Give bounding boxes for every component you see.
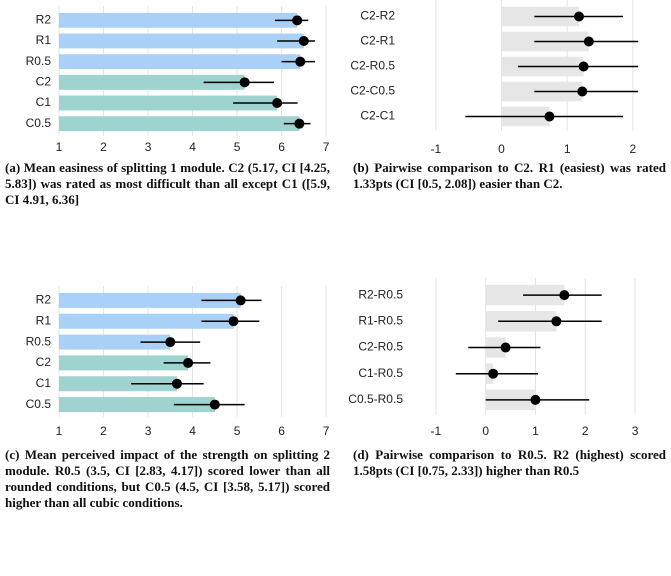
mean-point: [298, 36, 309, 46]
y-tick-label: C2-R1: [360, 34, 395, 48]
mean-point: [578, 61, 589, 72]
mean-point: [228, 316, 239, 327]
mean-point: [583, 36, 594, 47]
y-tick-label: R1: [36, 33, 52, 47]
x-tick-label: -1: [431, 424, 442, 438]
mean-point: [235, 295, 246, 306]
x-tick-label: 2: [100, 140, 107, 154]
mean-point: [577, 86, 588, 97]
bar: [59, 334, 171, 350]
caption: (d) Pairwise comparison to R0.5. R2 (hig…: [353, 447, 666, 478]
x-tick-label: 7: [323, 424, 330, 438]
y-tick-label: C1: [36, 95, 52, 109]
y-tick-label: C2-C1: [360, 109, 395, 123]
bar: [59, 54, 301, 70]
y-tick-label: C0.5: [26, 116, 52, 130]
bar: [59, 33, 304, 49]
y-tick-label: R2: [36, 293, 52, 307]
y-tick-label: C2-R2: [360, 9, 395, 23]
bar: [59, 313, 234, 329]
mean-point: [292, 15, 303, 26]
y-tick-label: R0.5: [26, 334, 52, 348]
mean-point: [530, 394, 541, 405]
y-tick-label: C2: [36, 75, 52, 89]
x-tick-label: 7: [323, 140, 330, 154]
mean-point: [183, 357, 194, 368]
y-tick-label: C1: [36, 376, 52, 390]
caption: (b) Pairwise comparison to C2. R1 (easie…: [353, 160, 666, 191]
mean-point: [272, 98, 283, 108]
chart: 1 2 3 4 5 6 7 R2 R1 R0.5 C2 C1 C0.5: [26, 286, 330, 438]
bar: [59, 376, 177, 392]
x-tick-label: 4: [189, 140, 196, 154]
chart: 1 2 3 4 5 6 7 R2 R1 R0.5 C2 C1 C0.5: [26, 6, 330, 154]
y-tick-label: C0.5-R0.5: [348, 392, 403, 406]
x-tick-label: 2: [630, 142, 637, 156]
mean-point: [209, 399, 220, 410]
x-tick-label: 0: [482, 424, 489, 438]
x-tick-label: 5: [234, 140, 241, 154]
x-tick-label: 2: [100, 424, 107, 438]
y-tick-label: C2-R0.5: [358, 340, 403, 354]
x-tick-label: 5: [234, 424, 241, 438]
y-tick-label: R0.5: [26, 54, 52, 68]
x-tick-label: 2: [582, 424, 589, 438]
mean-point: [239, 77, 250, 88]
chart: -1 0 1 2 C2-R2 C2-R1 C2-R0.5 C2-C0.5 C2-C1: [350, 0, 639, 156]
x-tick-label: 3: [632, 424, 639, 438]
y-tick-label: C1-R0.5: [358, 366, 403, 380]
bar: [59, 397, 215, 413]
y-tick-label: R2-R0.5: [358, 287, 403, 301]
caption: (a) Mean easiness of splitting 1 module.…: [5, 160, 330, 207]
y-tick-label: C0.5: [26, 397, 52, 411]
x-tick-label: 3: [145, 140, 152, 154]
y-tick-label: C2-R0.5: [350, 59, 395, 73]
mean-point: [551, 316, 562, 327]
y-tick-label: R1-R0.5: [358, 313, 403, 327]
chart: -1 0 1 2 3 R2-R0.5 R1-R0.5 C2-R0.5 C1-R0.5 C0.5-R…: [348, 278, 639, 438]
mean-point: [488, 368, 499, 379]
mean-point: [171, 378, 182, 389]
bar: [59, 74, 245, 90]
x-tick-label: 1: [56, 140, 63, 154]
x-tick-label: 1: [56, 424, 63, 438]
bar: [59, 355, 189, 371]
bar: [59, 95, 278, 111]
y-tick-label: R2: [36, 13, 52, 27]
mean-point: [295, 56, 306, 67]
mean-point: [559, 290, 570, 301]
x-tick-label: 6: [278, 424, 285, 438]
caption: (c) Mean perceived impact of the strengt…: [5, 447, 330, 510]
y-tick-label: C2: [36, 355, 52, 369]
bar: [59, 12, 298, 28]
x-tick-label: 1: [564, 142, 571, 156]
mean-point: [574, 11, 585, 22]
mean-point: [544, 111, 555, 122]
mean-point: [294, 118, 305, 129]
x-tick-label: -1: [431, 142, 442, 156]
x-tick-label: 4: [189, 424, 196, 438]
x-tick-label: 3: [145, 424, 152, 438]
mean-point: [500, 342, 511, 353]
x-tick-label: 1: [532, 424, 539, 438]
bar: [59, 116, 300, 132]
y-tick-label: C2-C0.5: [350, 84, 395, 98]
x-tick-label: 0: [498, 142, 505, 156]
x-tick-label: 6: [278, 140, 285, 154]
y-tick-label: R1: [36, 313, 52, 327]
mean-point: [165, 337, 176, 348]
bar: [59, 292, 241, 308]
